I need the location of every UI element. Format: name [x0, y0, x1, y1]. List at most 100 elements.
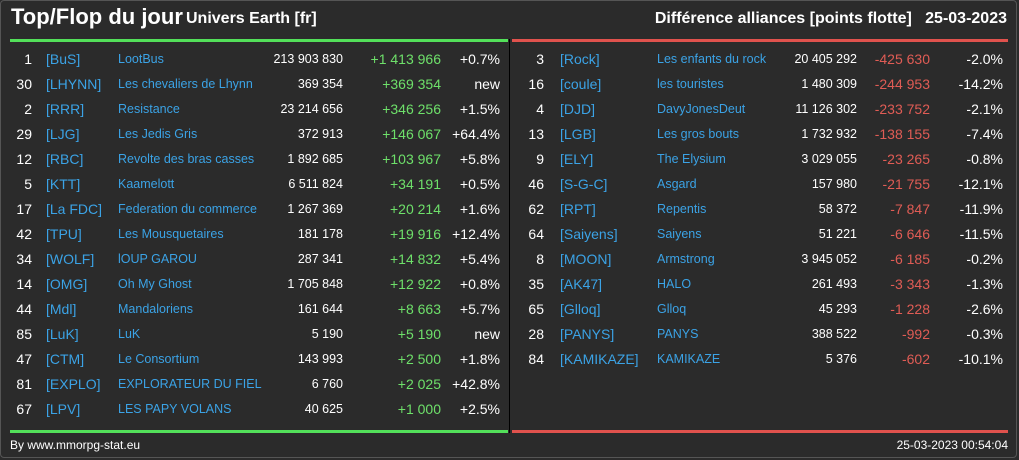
alliance-tag-link[interactable]: [OMG]	[46, 276, 88, 292]
alliance-name-link[interactable]: Federation du commerce	[118, 202, 257, 216]
alliance-name-link[interactable]: LuK	[118, 327, 141, 341]
flop-row: 9 [ELY] The Elysium 3 029 055 -23 265 -0.8%	[512, 147, 1018, 172]
top-row: 42 [TPU] Les Mousquetaires 181 178 +19 916 +1…	[0, 222, 508, 247]
percent-cell: +1.8%	[459, 351, 500, 367]
alliance-tag-link[interactable]: [Rock]	[560, 51, 600, 67]
alliance-tag-link[interactable]: [TPU]	[46, 226, 82, 242]
rank-cell: 42	[16, 226, 32, 242]
rank-cell: 34	[16, 251, 32, 267]
alliance-tag-link[interactable]: [Mdl]	[46, 301, 77, 317]
rank-cell: 67	[16, 401, 32, 417]
top-row: 12 [RBC] Revolte des bras casses 1 892 685 +…	[0, 147, 508, 172]
alliance-name-link[interactable]: Mandaloriens	[118, 302, 194, 316]
alliance-name-link[interactable]: Resistance	[118, 102, 180, 116]
top-row: 85 [LuK] LuK 5 190 +5 190 new	[0, 322, 508, 347]
difference-cell: +8 663	[397, 301, 441, 317]
alliance-tag-link[interactable]: [PANYS]	[560, 326, 615, 342]
points-cell: 388 522	[811, 327, 857, 341]
alliance-name-link[interactable]: Asgard	[657, 177, 697, 191]
top-footer-bar	[10, 430, 508, 433]
alliance-tag-link[interactable]: [AK47]	[560, 276, 603, 292]
alliance-name-link[interactable]: KAMIKAZE	[657, 352, 721, 366]
alliance-tag-link[interactable]: [CTM]	[46, 351, 85, 367]
alliance-tag-link[interactable]: [RBC]	[46, 151, 84, 167]
alliance-tag-link[interactable]: [RRR]	[46, 101, 85, 117]
alliance-tag-link[interactable]: [BuS]	[46, 51, 81, 67]
top-row: 29 [LJG] Les Jedis Gris 372 913 +146 067 +64.…	[0, 122, 508, 147]
alliance-name-link[interactable]: Armstrong	[657, 252, 715, 266]
alliance-tag-link[interactable]: [LHYNN]	[46, 76, 102, 92]
alliance-tag-link[interactable]: [KAMIKAZE]	[560, 351, 639, 367]
top-row: 47 [CTM] Le Consortium 143 993 +2 500 +1.8%	[0, 347, 508, 372]
points-cell: 372 913	[297, 127, 343, 141]
percent-cell: -12.1%	[958, 176, 1003, 192]
alliance-tag-link[interactable]: [S-G-C]	[560, 176, 608, 192]
alliance-tag-link[interactable]: [ELY]	[560, 151, 594, 167]
alliance-name-link[interactable]: Les chevaliers de Lhynn	[118, 77, 253, 91]
alliance-name-link[interactable]: Glloq	[657, 302, 687, 316]
alliance-name-link[interactable]: The Elysium	[657, 152, 726, 166]
alliance-tag-link[interactable]: [LGB]	[560, 126, 596, 142]
points-cell: 6 760	[311, 377, 343, 391]
category-and-date: Différence alliances [points flotte] 25-…	[655, 10, 1007, 28]
alliance-name-link[interactable]: LootBus	[118, 52, 164, 66]
alliance-name-link[interactable]: Oh My Ghost	[118, 277, 192, 291]
difference-cell: -6 185	[890, 251, 930, 267]
difference-cell: -7 847	[890, 201, 930, 217]
alliance-tag-link[interactable]: [coule]	[560, 76, 602, 92]
alliance-tag-link[interactable]: [La FDC]	[46, 201, 103, 217]
alliance-name-link[interactable]: Repentis	[657, 202, 707, 216]
alliance-tag-link[interactable]: [LPV]	[46, 401, 81, 417]
rank-cell: 12	[16, 151, 32, 167]
alliance-name-link[interactable]: DavyJonesDeut	[657, 102, 746, 116]
rank-cell: 4	[536, 101, 544, 117]
rank-cell: 2	[24, 101, 32, 117]
alliance-name-link[interactable]: Les gros bouts	[657, 127, 739, 141]
difference-cell: -6 646	[890, 226, 930, 242]
top-row: 17 [La FDC] Federation du commerce 1 267 36…	[0, 197, 508, 222]
alliance-name-link[interactable]: HALO	[657, 277, 692, 291]
alliance-tag-link[interactable]: [RPT]	[560, 201, 596, 217]
difference-cell: +14 832	[390, 251, 441, 267]
points-cell: 23 214 656	[280, 102, 343, 116]
alliance-tag-link[interactable]: [DJD]	[560, 101, 595, 117]
alliance-tag-link[interactable]: [Saiyens]	[560, 226, 618, 242]
difference-cell: +146 067	[382, 126, 441, 142]
percent-cell: -0.3%	[966, 326, 1003, 342]
alliance-tag-link[interactable]: [LuK]	[46, 326, 79, 342]
points-cell: 261 493	[811, 277, 857, 291]
rank-cell: 81	[16, 376, 32, 392]
percent-cell: +5.8%	[459, 151, 500, 167]
difference-cell: +5 190	[397, 326, 441, 342]
alliance-name-link[interactable]: Le Consortium	[118, 352, 200, 366]
alliance-tag-link[interactable]: [WOLF]	[46, 251, 95, 267]
alliance-tag-link[interactable]: [MOON]	[560, 251, 612, 267]
difference-cell: -138 155	[874, 126, 930, 142]
top-row: 34 [WOLF] lOUP GAROU 287 341 +14 832 +5.4%	[0, 247, 508, 272]
percent-cell: +0.7%	[459, 51, 500, 67]
alliance-name-link[interactable]: Revolte des bras casses	[118, 152, 255, 166]
alliance-name-link[interactable]: Les enfants du rock	[657, 52, 767, 66]
alliance-name-link[interactable]: Les Mousquetaires	[118, 227, 224, 241]
alliance-name-link[interactable]: LES PAPY VOLANS	[118, 402, 232, 416]
alliance-tag-link[interactable]: [KTT]	[46, 176, 81, 192]
alliance-name-link[interactable]: EXPLORATEUR DU FIEL	[118, 377, 262, 391]
rank-cell: 16	[528, 76, 544, 92]
alliance-tag-link[interactable]: [EXPLO]	[46, 376, 101, 392]
difference-cell: +1 000	[397, 401, 441, 417]
alliance-name-link[interactable]: Saiyens	[657, 227, 702, 241]
date-label: 25-03-2023	[925, 10, 1007, 27]
source-credit: By www.mmorpg-stat.eu	[10, 438, 141, 452]
alliance-name-link[interactable]: Les Jedis Gris	[118, 127, 198, 141]
percent-cell: new	[474, 76, 500, 92]
alliance-tag-link[interactable]: [Glloq]	[560, 301, 601, 317]
difference-cell: -425 630	[874, 51, 930, 67]
alliance-name-link[interactable]: PANYS	[657, 327, 699, 341]
alliance-tag-link[interactable]: [LJG]	[46, 126, 80, 142]
alliance-name-link[interactable]: les touristes	[657, 77, 724, 91]
difference-cell: -602	[901, 351, 930, 367]
alliance-name-link[interactable]: lOUP GAROU	[118, 252, 197, 266]
alliance-name-link[interactable]: Kaamelott	[118, 177, 175, 191]
rank-cell: 8	[536, 251, 544, 267]
top-row: 14 [OMG] Oh My Ghost 1 705 848 +12 922 +0.8%	[0, 272, 508, 297]
